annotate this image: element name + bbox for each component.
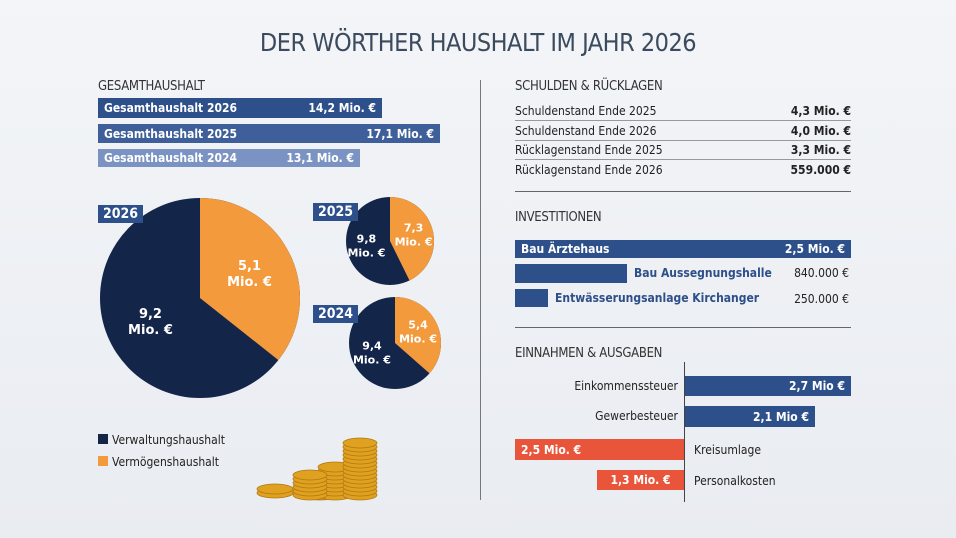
bar-kreisumlage: 2,5 Mio. €: [515, 439, 684, 460]
schulden-row: Schuldenstand Ende 2026 4,0 Mio. €: [515, 122, 851, 141]
row-value: 3,3 Mio. €: [790, 143, 851, 157]
invest-bar-kirchanger: [515, 289, 548, 307]
gesamt-bar-2024: Gesamthaushalt 2024 13,1 Mio. €: [98, 149, 360, 167]
bar-einkommenssteuer: 2,7 Mio €: [685, 376, 851, 396]
pie-label: 5,4: [408, 319, 428, 332]
pie-label: 5,1: [238, 259, 261, 274]
bar-value: 840.000 €: [794, 266, 849, 280]
ein-heading: EINNAHMEN & AUSGABEN: [515, 346, 663, 361]
pie-year-2024: 2024: [313, 305, 359, 323]
coins-illustration: [256, 437, 378, 501]
bar-value: 1,3 Mio. €: [610, 473, 671, 487]
legend-label: Vermögenshaushalt: [112, 455, 220, 469]
divider: [515, 191, 851, 192]
legend-swatch: [98, 434, 108, 444]
schulden-row: Rücklagenstand Ende 2025 3,3 Mio. €: [515, 141, 851, 160]
row-value: 4,3 Mio. €: [790, 104, 851, 118]
bar-label: Bau Ärztehaus: [521, 242, 610, 256]
bar-label: Entwässerungsanlage Kirchanger: [555, 291, 760, 305]
pie-slice-vermoegen: [395, 297, 441, 374]
gesamt-bar-2026: Gesamthaushalt 2026 14,2 Mio. €: [98, 98, 382, 118]
pie-year-2025: 2025: [313, 203, 359, 221]
bar-gewerbesteuer: 2,1 Mio €: [685, 406, 815, 427]
legend-swatch: [98, 456, 108, 466]
pie-slice-vermoegen: [200, 198, 300, 361]
bar-label: Gesamthaushalt 2026: [104, 101, 238, 115]
pie-label: 9,4: [362, 339, 382, 352]
schulden-row: Schuldenstand Ende 2025 4,3 Mio. €: [515, 102, 851, 121]
pie-label: Mio. €: [395, 235, 433, 248]
invest-bar-aerztehaus: Bau Ärztehaus 2,5 Mio. €: [515, 240, 851, 258]
page-title: DER WÖRTHER HAUSHALT IM JAHR 2026: [259, 28, 697, 57]
coin-icon: [292, 469, 328, 481]
bar-value: 2,5 Mio. €: [521, 442, 582, 457]
pie-label: 9,8: [357, 233, 377, 246]
pie-label: Mio. €: [399, 333, 437, 346]
row-label: Rücklagenstand Ende 2026: [515, 163, 663, 177]
pie-label: 9,2: [139, 307, 162, 322]
invest-heading: INVESTITIONEN: [515, 210, 602, 225]
pie-label: Mio. €: [347, 247, 385, 260]
divider: [480, 80, 481, 500]
divider: [515, 327, 851, 328]
legend-label: Verwaltungshaushalt: [112, 433, 225, 447]
row-label: Schuldenstand Ende 2025: [515, 104, 657, 118]
pie-slice-vermoegen: [390, 197, 435, 281]
bar-label: Gesamthaushalt 2025: [104, 126, 238, 141]
row-label: Schuldenstand Ende 2026: [515, 123, 657, 138]
bar-value: 17,1 Mio. €: [366, 126, 434, 141]
bar-value: 250.000 €: [794, 292, 849, 306]
row-label: Rücklagenstand Ende 2025: [515, 143, 663, 157]
bar-label: Personalkosten: [694, 474, 776, 488]
gesamt-heading: GESAMTHAUSHALT: [98, 79, 205, 94]
row-value: 4,0 Mio. €: [790, 123, 851, 138]
pie-label: Mio. €: [128, 323, 173, 338]
bar-label: Gewerbesteuer: [595, 409, 678, 423]
bar-value: 2,1 Mio €: [752, 409, 809, 424]
bar-label: Kreisumlage: [694, 443, 761, 457]
legend-item: Verwaltungshaushalt: [98, 433, 225, 447]
bar-label: Einkommenssteuer: [574, 379, 678, 393]
bar-value: 2,5 Mio. €: [784, 242, 845, 256]
bar-label: Bau Aussegnungshalle: [634, 266, 772, 280]
bar-value: 13,1 Mio. €: [286, 151, 354, 165]
schulden-row: Rücklagenstand Ende 2026 559.000 €: [515, 161, 851, 180]
gesamt-bar-2025: Gesamthaushalt 2025 17,1 Mio. €: [98, 124, 440, 143]
bar-personalkosten: 1,3 Mio. €: [597, 470, 684, 490]
row-value: 559.000 €: [790, 163, 851, 177]
pie-label: 7,3: [404, 221, 424, 234]
axis-line: [684, 362, 685, 502]
pie-year-2026: 2026: [98, 205, 144, 223]
bar-value: 2,7 Mio €: [788, 379, 845, 393]
schulden-heading: SCHULDEN & RÜCKLAGEN: [515, 79, 663, 94]
bar-label: Gesamthaushalt 2024: [104, 151, 238, 165]
bar-value: 14,2 Mio. €: [308, 101, 376, 115]
legend-item: Vermögenshaushalt: [98, 455, 219, 469]
coin-icon: [342, 437, 378, 449]
invest-bar-aussegnungshalle: [515, 264, 627, 283]
pie-label: Mio. €: [227, 275, 272, 290]
pie-label: Mio. €: [353, 353, 391, 366]
